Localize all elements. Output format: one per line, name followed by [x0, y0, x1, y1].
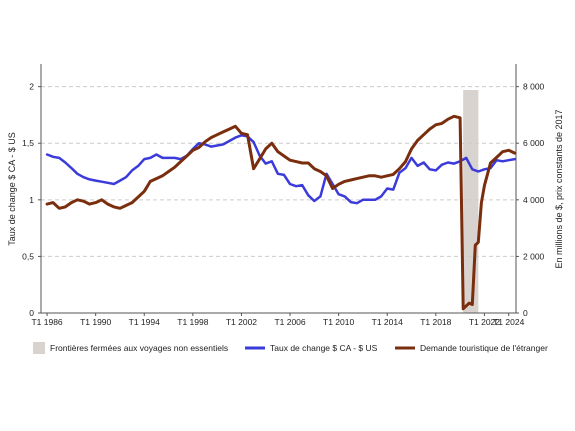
legend-label-shaded-period: Frontières fermées aux voyages non essen… — [50, 343, 228, 353]
x-tick-label: T1 2022 — [469, 317, 500, 327]
right-tick-label: 4 000 — [523, 195, 545, 205]
series-lines — [45, 114, 517, 311]
left-axis-title: Taux de change $ CA - $ US — [7, 132, 17, 246]
legend: Frontières fermées aux voyages non essen… — [33, 342, 548, 354]
right-axis-title: En millions de $, prix constants de 2017 — [554, 109, 564, 268]
x-tick-label: T1 2014 — [372, 317, 403, 327]
x-tick-label: T1 1990 — [80, 317, 111, 327]
left-tick-label: 0 — [29, 308, 34, 318]
x-tick-label: T1 1994 — [129, 317, 160, 327]
x-tick-label: T1 2024 — [493, 317, 524, 327]
series-line-tourism-demand — [45, 114, 517, 311]
legend-swatch-shaded-period — [33, 342, 45, 354]
left-tick-label: 2 — [29, 82, 34, 92]
right-tick-label: 8 000 — [523, 82, 545, 92]
x-tick-label: T1 2002 — [226, 317, 257, 327]
shaded-period — [463, 90, 479, 313]
series-line-exchange-rate — [45, 134, 517, 205]
right-tick-label: 2 000 — [523, 251, 545, 261]
x-tick-label: T1 2018 — [420, 317, 451, 327]
x-tick-label: T1 2010 — [323, 317, 354, 327]
tick-labels: 0 0,5 1 1,5 2 0 2 000 4 000 6 000 8 000 T1 1986 T1 … — [22, 82, 544, 327]
left-tick-label: 1,5 — [22, 138, 34, 148]
x-tick-label: T1 2006 — [274, 317, 305, 327]
right-tick-label: 6 000 — [523, 138, 545, 148]
shaded-region-layer — [463, 90, 479, 313]
left-tick-label: 1 — [29, 195, 34, 205]
x-tick-label: T1 1986 — [31, 317, 62, 327]
left-tick-label: 0,5 — [22, 251, 34, 261]
legend-label-tourism-demand: Demande touristique de l'étranger — [420, 343, 548, 353]
x-tick-label: T1 1998 — [177, 317, 208, 327]
gridlines — [41, 86, 516, 257]
legend-label-exchange-rate: Taux de change $ CA - $ US — [270, 343, 378, 353]
right-tick-label: 0 — [523, 308, 528, 318]
axes — [40, 64, 517, 314]
